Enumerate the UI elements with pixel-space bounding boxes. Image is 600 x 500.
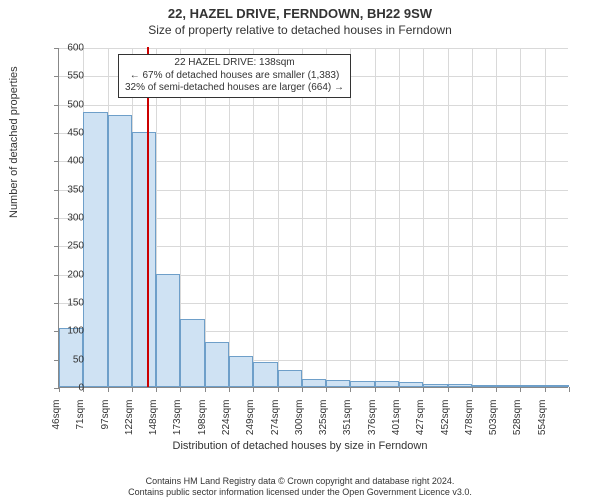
y-tick-label: 100 <box>54 326 84 337</box>
gridline-v <box>326 48 327 387</box>
footer-line1: Contains HM Land Registry data © Crown c… <box>0 476 600 487</box>
gridline-v <box>472 48 473 387</box>
gridline-v <box>520 48 521 387</box>
histogram-bar <box>156 274 180 387</box>
x-tick-mark <box>399 387 400 392</box>
y-tick-label: 600 <box>54 43 84 54</box>
y-tick-label: 400 <box>54 156 84 167</box>
figure-container: 22, HAZEL DRIVE, FERNDOWN, BH22 9SW Size… <box>0 0 600 500</box>
annotation-line3: 32% of semi-detached houses are larger (… <box>125 82 344 95</box>
histogram-bar <box>108 115 132 387</box>
annotation-line1: 22 HAZEL DRIVE: 138sqm <box>125 57 344 70</box>
x-tick-mark <box>496 387 497 392</box>
x-tick-mark <box>132 387 133 392</box>
y-tick-label: 250 <box>54 241 84 252</box>
histogram-bar <box>350 381 374 387</box>
x-tick-mark <box>180 387 181 392</box>
gridline-h <box>59 48 568 49</box>
histogram-bar <box>205 342 229 387</box>
gridline-v <box>350 48 351 387</box>
x-tick-mark <box>423 387 424 392</box>
histogram-bar <box>545 385 569 387</box>
gridline-v <box>375 48 376 387</box>
x-tick-mark <box>375 387 376 392</box>
footer-line2: Contains public sector information licen… <box>0 487 600 498</box>
gridline-v <box>496 48 497 387</box>
gridline-v <box>399 48 400 387</box>
x-tick-mark <box>302 387 303 392</box>
x-tick-mark <box>472 387 473 392</box>
x-tick-mark <box>229 387 230 392</box>
gridline-v <box>278 48 279 387</box>
gridline-v <box>253 48 254 387</box>
annotation-line2: ← 67% of detached houses are smaller (1,… <box>125 70 344 83</box>
y-tick-label: 150 <box>54 298 84 309</box>
histogram-bar <box>520 385 544 387</box>
x-tick-mark <box>278 387 279 392</box>
annotation-box: 22 HAZEL DRIVE: 138sqm ← 67% of detached… <box>118 54 351 98</box>
x-tick-mark <box>350 387 351 392</box>
gridline-v <box>302 48 303 387</box>
x-axis-title: Distribution of detached houses by size … <box>0 440 600 452</box>
histogram-bar <box>302 379 326 388</box>
title-subtitle: Size of property relative to detached ho… <box>0 21 600 37</box>
y-tick-label: 0 <box>54 383 84 394</box>
x-tick-mark <box>448 387 449 392</box>
histogram-bar <box>496 385 520 387</box>
histogram-bar <box>423 384 447 387</box>
x-tick-mark <box>253 387 254 392</box>
histogram-bar <box>399 382 423 387</box>
histogram-bar <box>253 362 277 388</box>
gridline-v <box>205 48 206 387</box>
histogram-bar <box>375 381 399 387</box>
plot-region <box>58 48 568 388</box>
y-tick-label: 200 <box>54 269 84 280</box>
x-tick-mark <box>520 387 521 392</box>
gridline-v <box>229 48 230 387</box>
footer: Contains HM Land Registry data © Crown c… <box>0 476 600 499</box>
gridline-v <box>448 48 449 387</box>
gridline-v <box>423 48 424 387</box>
y-tick-label: 550 <box>54 71 84 82</box>
x-tick-mark <box>326 387 327 392</box>
histogram-bar <box>448 384 472 387</box>
y-axis-title: Number of detached properties <box>8 66 20 218</box>
title-address: 22, HAZEL DRIVE, FERNDOWN, BH22 9SW <box>0 0 600 21</box>
x-tick-mark <box>108 387 109 392</box>
y-tick-label: 500 <box>54 99 84 110</box>
y-tick-label: 350 <box>54 184 84 195</box>
histogram-bar <box>472 385 496 387</box>
histogram-bar <box>132 132 156 387</box>
chart-area: 22 HAZEL DRIVE: 138sqm ← 67% of detached… <box>58 48 568 388</box>
y-tick-label: 450 <box>54 128 84 139</box>
x-tick-mark <box>545 387 546 392</box>
histogram-bar <box>83 112 107 387</box>
x-tick-mark <box>156 387 157 392</box>
histogram-bar <box>278 370 302 387</box>
y-tick-label: 300 <box>54 213 84 224</box>
x-tick-mark <box>569 387 570 392</box>
gridline-h <box>59 105 568 106</box>
y-tick-label: 50 <box>54 354 84 365</box>
property-marker-line <box>147 47 149 387</box>
histogram-bar <box>326 380 350 387</box>
histogram-bar <box>229 356 253 387</box>
x-tick-mark <box>205 387 206 392</box>
histogram-bar <box>180 319 204 387</box>
gridline-v <box>545 48 546 387</box>
